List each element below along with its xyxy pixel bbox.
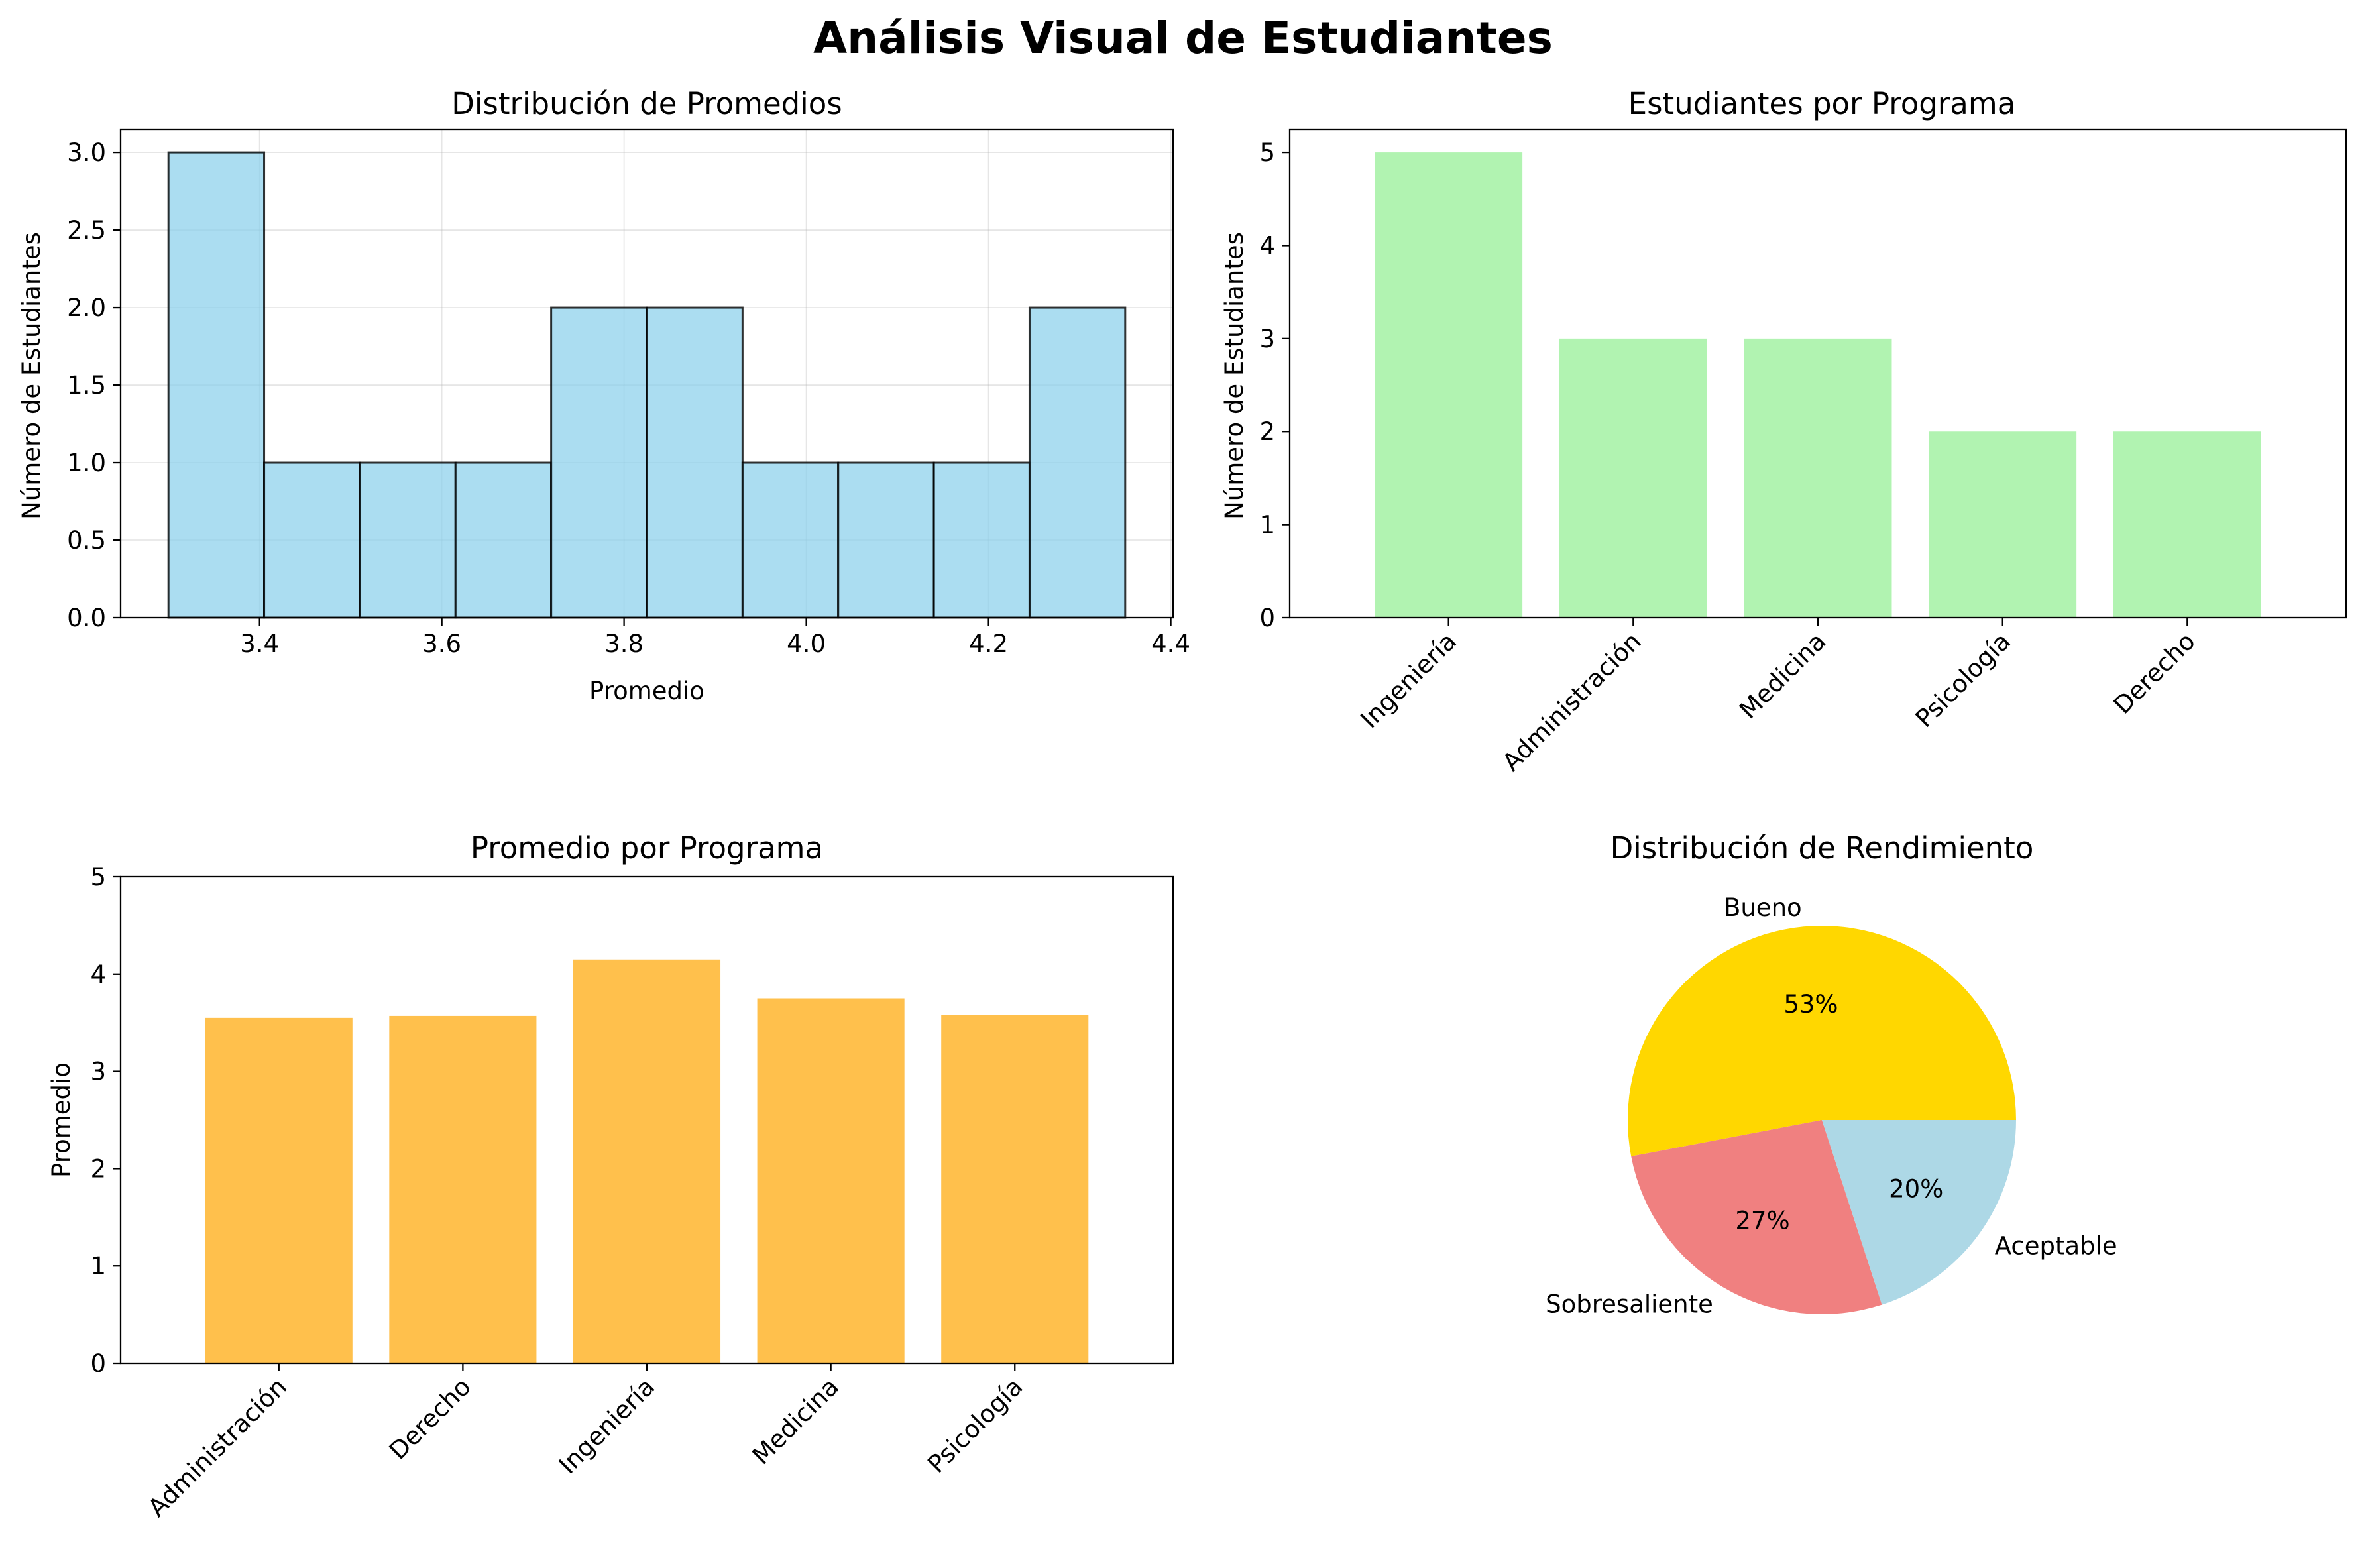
histogram-bar xyxy=(359,461,457,619)
average-per-program-ytick-label: 4 xyxy=(90,960,106,989)
pie-pct-label: 27% xyxy=(1735,1206,1789,1235)
histogram-bar xyxy=(167,151,266,619)
histogram-ytick-label: 1.0 xyxy=(67,449,106,477)
students-per-program-bar xyxy=(1744,338,1892,618)
students-per-program-ytick-label: 2 xyxy=(1259,418,1275,446)
students-per-program-bar xyxy=(1929,431,2077,618)
histogram-bar xyxy=(263,461,361,619)
students-per-program-ytick-label: 4 xyxy=(1259,231,1275,260)
average-per-program-title: Promedio por Programa xyxy=(471,830,823,866)
average-per-program-ytick-label: 3 xyxy=(90,1058,106,1086)
histogram-xtick-label: 3.4 xyxy=(240,630,279,658)
pie-slice-label: Bueno xyxy=(1724,893,1802,922)
pie-slice xyxy=(1822,1120,2016,1305)
histogram-ytick-label: 0.0 xyxy=(67,604,106,632)
pie-slice-label: Sobresaliente xyxy=(1546,1290,1713,1318)
students-per-program-ylabel: Número de Estudiantes xyxy=(1220,232,1249,520)
students-per-program-bar xyxy=(2113,431,2261,618)
histogram-ytick-label: 0.5 xyxy=(67,526,106,555)
histogram-bar xyxy=(550,306,648,619)
average-per-program-ylabel: Promedio xyxy=(47,1062,76,1178)
students-per-program-bar xyxy=(1375,152,1523,618)
histogram-ytick-label: 2.0 xyxy=(67,294,106,322)
histogram-bar xyxy=(646,306,744,619)
average-per-program-ytick-label: 2 xyxy=(90,1154,106,1183)
figure-title: Análisis Visual de Estudiantes xyxy=(813,13,1553,64)
students-per-program-ytick-label: 3 xyxy=(1259,325,1275,353)
pie-pct-label: 53% xyxy=(1783,990,1838,1019)
students-per-program-ytick-label: 5 xyxy=(1259,139,1275,167)
average-per-program-bar xyxy=(205,1017,353,1363)
histogram-bar xyxy=(741,461,840,619)
average-per-program-ytick-label: 5 xyxy=(90,863,106,891)
average-per-program-bar xyxy=(941,1015,1089,1363)
histogram-xtick-label: 3.6 xyxy=(422,630,461,658)
average-per-program-ytick-label: 1 xyxy=(90,1252,106,1280)
average-per-program-ytick-label: 0 xyxy=(90,1349,106,1378)
students-per-program-title: Estudiantes por Programa xyxy=(1628,86,2016,121)
histogram-ylabel: Número de Estudiantes xyxy=(17,232,46,520)
histogram-xtick-label: 3.8 xyxy=(604,630,644,658)
histogram-bar xyxy=(932,461,1031,619)
performance-pie-title: Distribución de Rendimiento xyxy=(1610,830,2034,866)
pie-slice xyxy=(1628,926,2016,1156)
pie-slice xyxy=(1631,1120,1882,1314)
histogram-ytick-label: 2.5 xyxy=(67,216,106,245)
histogram-panel: Distribución de Promedios Promedio Númer… xyxy=(17,86,1190,705)
students-per-program-ytick-label: 0 xyxy=(1259,604,1275,632)
students-per-program-bar xyxy=(1559,338,1707,618)
histogram-bar xyxy=(1028,306,1127,619)
histogram-ytick-label: 3.0 xyxy=(67,139,106,167)
histogram-title: Distribución de Promedios xyxy=(451,86,842,121)
average-per-program-bar xyxy=(389,1015,537,1363)
average-per-program-bar xyxy=(573,959,721,1363)
histogram-frame xyxy=(119,128,1174,619)
histogram-xtick-label: 4.0 xyxy=(787,630,826,658)
histogram-xtick-label: 4.4 xyxy=(1151,630,1190,658)
histogram-bar xyxy=(454,461,553,619)
histogram-xtick-label: 4.2 xyxy=(969,630,1008,658)
students-per-program-ytick-label: 1 xyxy=(1259,511,1275,539)
performance-pie-panel: Distribución de Rendimiento 53% Bueno 27% S… xyxy=(1546,830,2117,1318)
histogram-ytick-label: 1.5 xyxy=(67,371,106,400)
average-per-program-bar xyxy=(757,998,905,1363)
pie-slice-label: Aceptable xyxy=(1995,1231,2117,1260)
pie-pct-label: 20% xyxy=(1889,1174,1943,1203)
histogram-xlabel: Promedio xyxy=(589,677,704,705)
histogram-bar xyxy=(837,461,935,619)
